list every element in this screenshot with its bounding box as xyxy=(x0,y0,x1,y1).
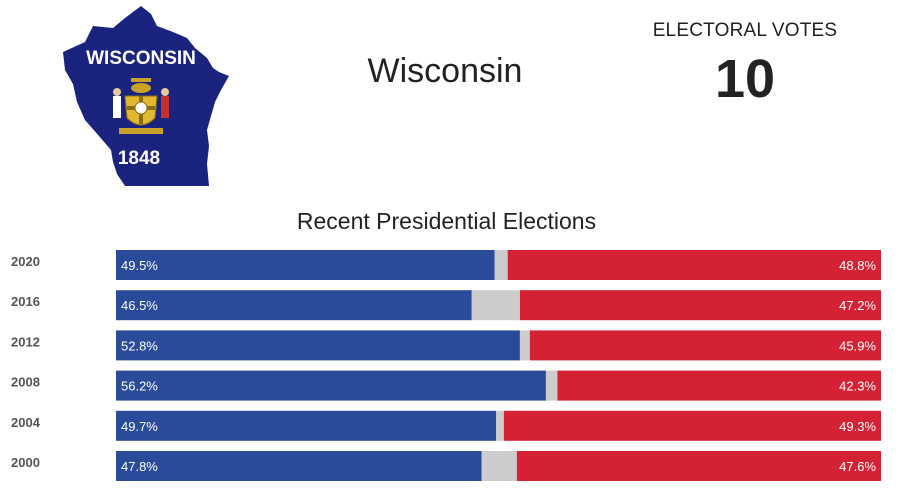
dem-bar xyxy=(116,410,497,441)
flag-year-text: 1848 xyxy=(118,148,160,169)
coat-of-arms-icon xyxy=(113,78,169,134)
dem-percent-label: 47.8% xyxy=(121,459,158,474)
rep-percent-label: 48.8% xyxy=(839,258,876,273)
other-bar xyxy=(494,250,508,280)
year-label: 2004 xyxy=(11,415,41,430)
chart-title: Recent Presidential Elections xyxy=(296,208,597,234)
rep-bar xyxy=(557,370,881,401)
year-label: 2016 xyxy=(11,294,40,309)
year-label: 2008 xyxy=(11,375,40,390)
other-bar xyxy=(496,410,504,441)
rep-percent-label: 49.3% xyxy=(839,419,876,434)
rep-bar xyxy=(503,410,881,441)
dem-percent-label: 49.5% xyxy=(121,258,158,273)
rep-percent-label: 47.2% xyxy=(839,298,876,313)
other-bar xyxy=(545,370,558,401)
dem-percent-label: 46.5% xyxy=(121,298,158,313)
dem-percent-label: 56.2% xyxy=(121,379,158,394)
year-label: 2000 xyxy=(11,455,40,470)
dem-bar xyxy=(116,451,482,481)
rep-percent-label: 47.6% xyxy=(839,459,876,474)
other-bar xyxy=(471,290,520,321)
dem-bar xyxy=(116,290,472,321)
state-name: Wisconsin xyxy=(367,52,523,90)
rep-bar xyxy=(507,250,881,280)
dem-percent-label: 52.8% xyxy=(121,338,158,353)
other-bar xyxy=(481,451,517,481)
year-label: 2020 xyxy=(11,254,40,269)
rep-percent-label: 45.9% xyxy=(839,338,876,353)
other-bar xyxy=(519,330,530,361)
dem-bar xyxy=(116,250,495,280)
dem-bar xyxy=(116,330,520,361)
rep-bar xyxy=(529,330,881,361)
rep-bar xyxy=(519,290,881,321)
year-label: 2012 xyxy=(11,334,40,349)
electoral-votes-label: ELECTORAL VOTES xyxy=(652,20,838,41)
rep-bar xyxy=(516,451,881,481)
wisconsin-state-flag-map: WISCONSIN 1848 xyxy=(63,6,229,186)
rep-percent-label: 42.3% xyxy=(839,379,876,394)
dem-percent-label: 49.7% xyxy=(121,419,158,434)
electoral-votes-value: 10 xyxy=(714,49,776,109)
flag-title-text: WISCONSIN xyxy=(86,48,196,69)
dem-bar xyxy=(116,370,546,401)
